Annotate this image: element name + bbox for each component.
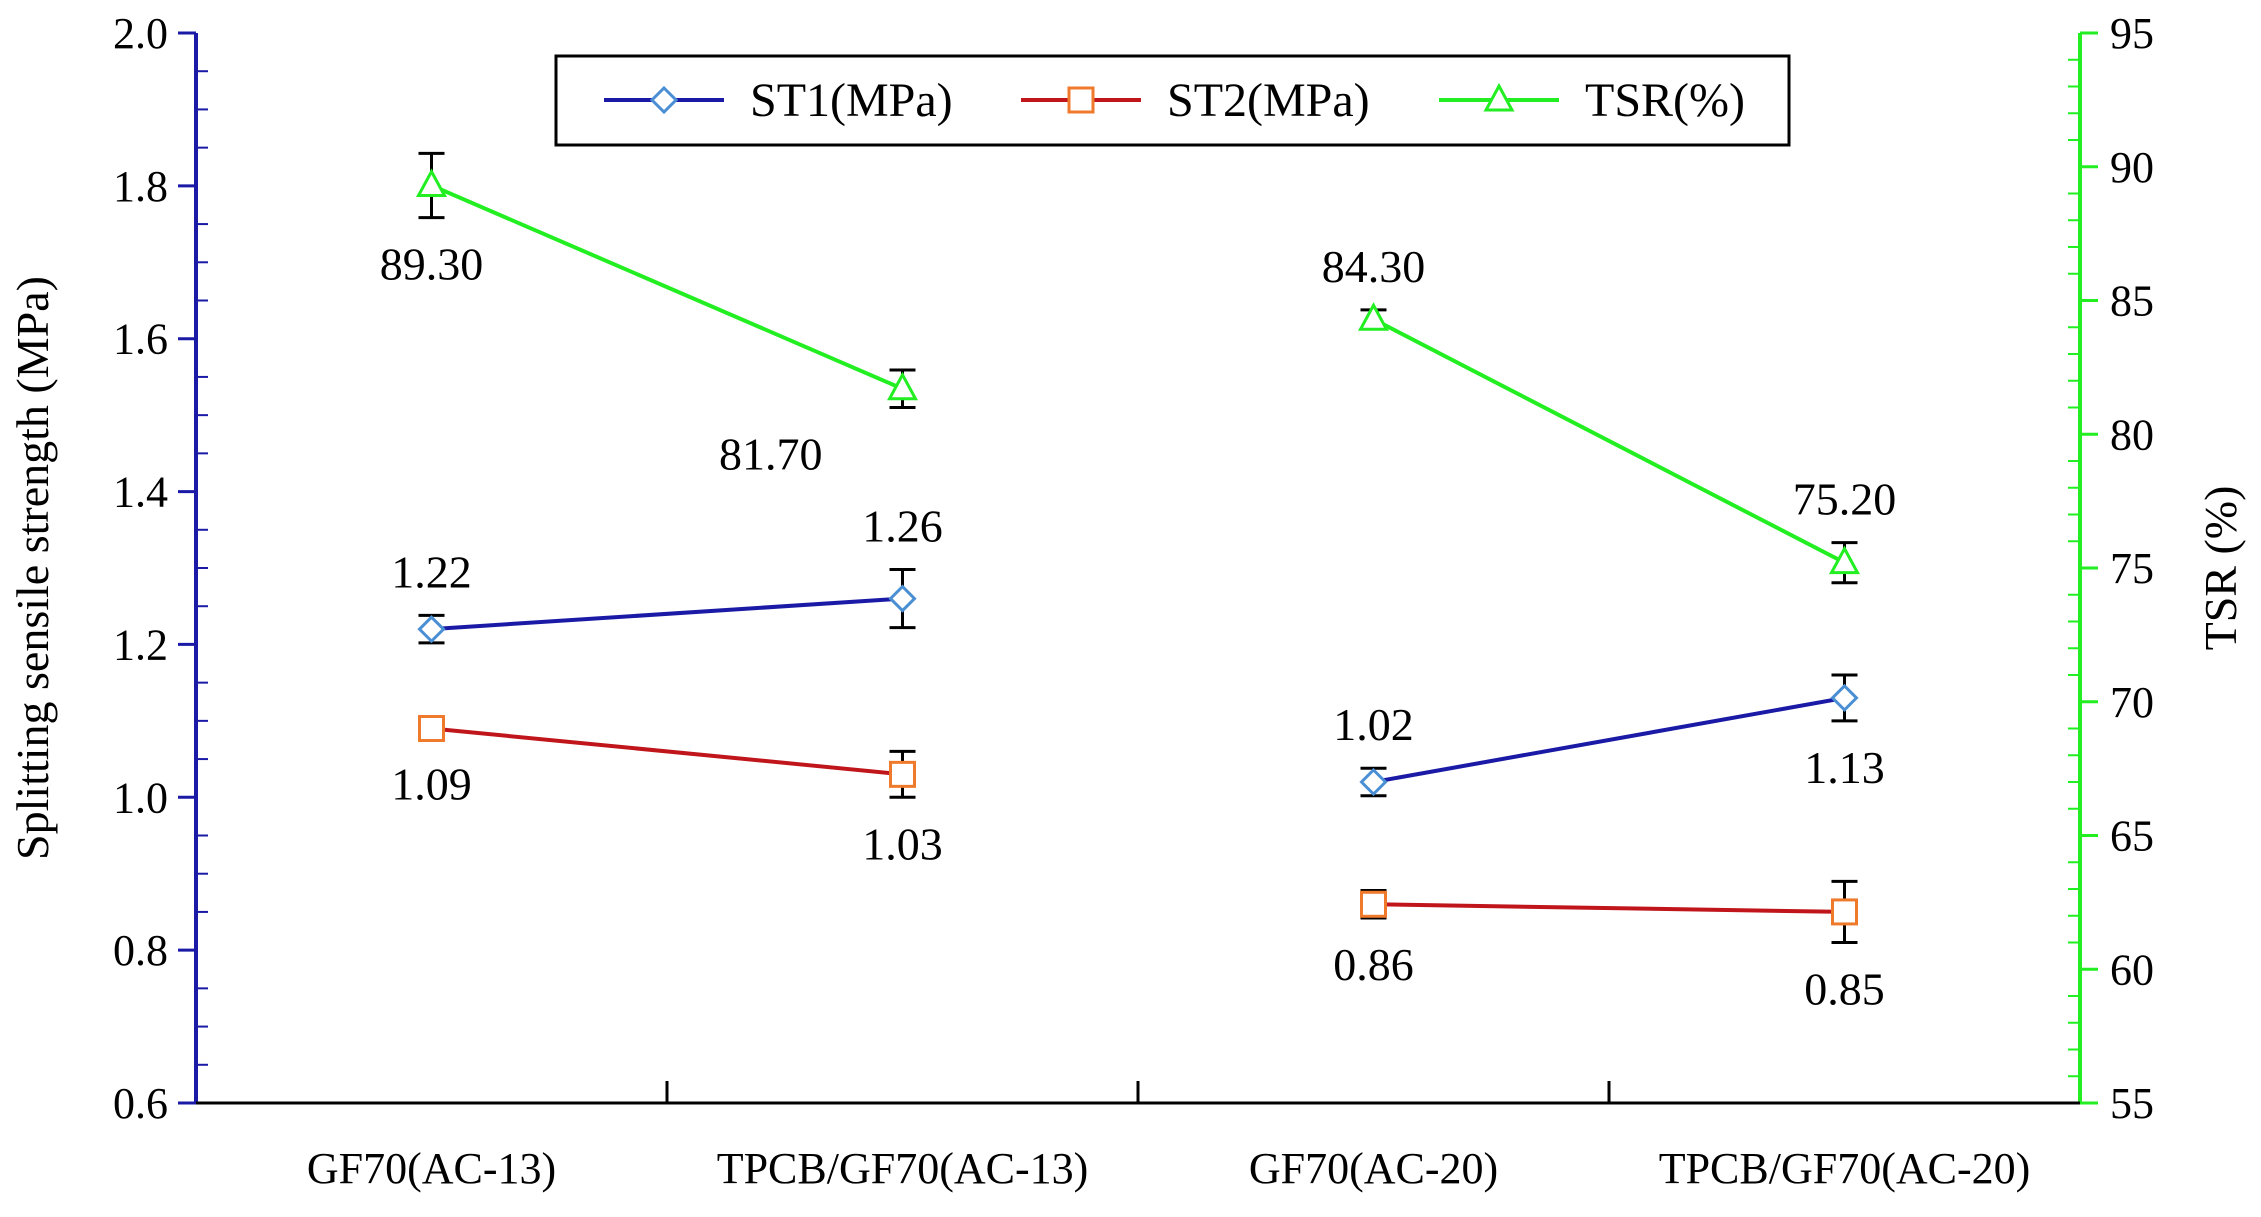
x-tick-label: TPCB/GF70(AC-20) — [1659, 1144, 2031, 1193]
series-line — [1373, 695, 1845, 784]
legend-item-TSR(%): TSR(%) — [1439, 74, 1745, 127]
point-ST1(MPa)-1 — [888, 584, 917, 613]
point-ST2(MPa)-3 — [1831, 898, 1858, 926]
legend-label: TSR(%) — [1585, 74, 1745, 127]
data-label: 1.13 — [1804, 742, 1885, 793]
series-line — [1373, 902, 1845, 914]
point-legend-TSR(%) — [1483, 82, 1515, 112]
y-tick-label: 0.6 — [113, 1079, 168, 1128]
y-tick-label: 1.8 — [113, 162, 168, 211]
y-tick-label: 1.0 — [113, 773, 168, 822]
y2-tick-label: 80 — [2110, 410, 2154, 459]
series-line — [1372, 317, 1846, 565]
y-tick-label: 1.4 — [113, 468, 168, 517]
series-line — [430, 183, 904, 391]
right-axis-ticks: 55 60 65 70 75 80 85 90 95 — [2068, 9, 2154, 1128]
x-tick-label: GF70(AC-20) — [1249, 1144, 1498, 1193]
point-ST1(MPa)-3 — [1830, 683, 1859, 713]
legend: ST1(MPa) ST2(MPa) TSR(%) — [554, 54, 1791, 147]
point-legend-ST2(MPa) — [1067, 86, 1095, 114]
y2-tick-label: 55 — [2110, 1079, 2154, 1128]
data-label: 89.30 — [380, 239, 484, 290]
y2-tick-label: 95 — [2110, 9, 2154, 58]
legend-label: ST1(MPa) — [750, 74, 953, 127]
series-ST2(MPa) — [418, 715, 1858, 944]
y-tick-label: 2.0 — [113, 9, 168, 58]
y2-tick-label: 70 — [2110, 678, 2154, 727]
legend-box — [554, 54, 1791, 147]
data-label: 0.86 — [1333, 939, 1414, 990]
y2-tick-label: 65 — [2110, 812, 2154, 861]
data-label: 1.02 — [1333, 699, 1414, 750]
series-line — [431, 726, 903, 777]
y2-axis-title: TSR (%) — [2195, 486, 2246, 651]
legend-item-ST2(MPa): ST2(MPa) — [1021, 74, 1370, 127]
y-axis-title: Splitting sensile strength (MPa) — [7, 276, 58, 860]
data-label: 0.85 — [1804, 964, 1885, 1015]
point-ST2(MPa)-2 — [1360, 890, 1387, 918]
data-label: 81.70 — [719, 429, 823, 480]
data-label: 1.03 — [862, 818, 943, 869]
legend-item-ST1(MPa): ST1(MPa) — [604, 74, 953, 127]
series-line — [431, 596, 903, 632]
data-label: 75.20 — [1793, 474, 1897, 525]
series-layer — [415, 151, 1861, 944]
point-TSR(%)-3 — [1828, 545, 1861, 575]
y2-tick-label: 90 — [2110, 143, 2154, 192]
data-label: 1.09 — [391, 759, 472, 810]
series-TSR(%) — [415, 151, 1861, 585]
x-tick-label: TPCB/GF70(AC-13) — [717, 1144, 1089, 1193]
axes: 0.6 0.8 1.0 1.2 1.4 1.6 1.8 2.0 55 60 65 70 75 80 85 9… — [113, 9, 2154, 1193]
y2-tick-label: 85 — [2110, 277, 2154, 326]
y2-tick-label: 75 — [2110, 544, 2154, 593]
series-ST1(MPa) — [417, 568, 1859, 798]
point-ST1(MPa)-2 — [1359, 767, 1388, 797]
y-tick-label: 1.2 — [113, 620, 168, 669]
bottom-axis-ticks: GF70(AC-13) TPCB/GF70(AC-13) GF70(AC-20) TP… — [307, 1081, 2030, 1193]
y-tick-label: 1.6 — [113, 315, 168, 364]
point-ST2(MPa)-1 — [889, 760, 916, 788]
legend-items: ST1(MPa) ST2(MPa) TSR(%) — [604, 74, 1745, 127]
data-label: 1.26 — [862, 501, 943, 552]
y-tick-label: 0.8 — [113, 926, 168, 975]
data-labels-layer: 1.22 1.26 1.02 1.13 1.09 1.03 0.86 0.85 89.30 81.… — [380, 239, 1897, 1015]
legend-label: ST2(MPa) — [1167, 74, 1370, 127]
y2-tick-label: 60 — [2110, 945, 2154, 994]
point-TSR(%)-0 — [415, 168, 448, 197]
data-label: 1.22 — [391, 546, 472, 597]
x-tick-label: GF70(AC-13) — [307, 1144, 556, 1193]
point-legend-ST1(MPa) — [649, 85, 679, 115]
point-TSR(%)-2 — [1357, 302, 1390, 331]
point-ST2(MPa)-0 — [418, 715, 445, 742]
data-label: 84.30 — [1322, 241, 1426, 292]
left-axis-ticks: 0.6 0.8 1.0 1.2 1.4 1.6 1.8 2.0 — [113, 9, 208, 1128]
point-TSR(%)-1 — [886, 371, 919, 401]
point-ST1(MPa)-0 — [417, 615, 446, 644]
